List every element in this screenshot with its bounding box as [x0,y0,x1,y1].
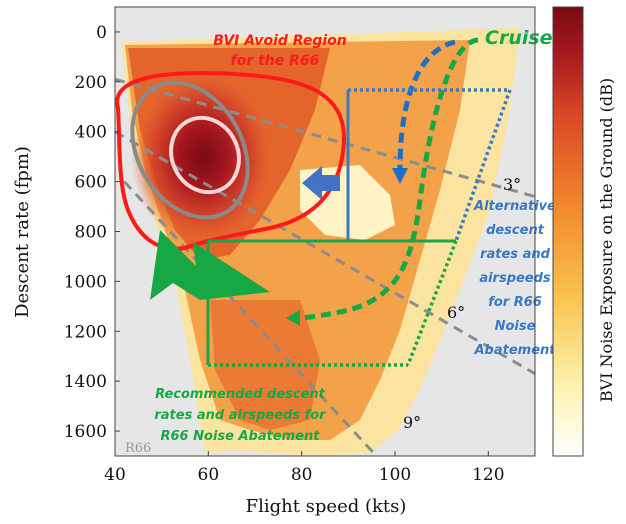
glide-label-3: 3° [503,175,521,194]
cruise-arrow-blue [392,168,408,184]
alternative-arrow [302,166,340,200]
x-tick-label: 120 [472,465,504,485]
glide-slope-line-1 [115,130,535,375]
recommended-arrow [150,230,270,300]
recommended-text: Recommended descent rates and airspeeds … [154,387,327,444]
recommended-text-line: R66 Noise Abatement [161,429,321,444]
x-tick-label: 40 [104,465,126,485]
avoid-ellipse-inner [169,115,241,195]
cruise-arrow-green [286,310,300,326]
x-axis: 40 60 80 100 120 [104,451,505,485]
watermark: R66 [125,441,151,456]
y-tick-label: 400 [75,123,107,143]
cruise-label: Cruise [485,27,553,49]
y-tick-label: 0 [96,23,107,43]
colorbar [552,6,584,457]
avoid-region-outline [115,71,347,251]
y-tick-label: 200 [75,73,107,93]
y-tick-label: 600 [75,173,107,193]
recommended-text-line: Recommended descent [155,387,326,402]
avoid-ellipse-outer [130,80,250,220]
alternative-text-line: airspeeds [479,271,551,286]
y-tick-label: 800 [75,223,107,243]
alternative-text: Alternative descent rates and airspeeds … [473,199,556,358]
y-tick-label: 1600 [64,422,107,442]
glide-slope-line-2 [123,180,378,456]
alternative-text-line: Alternative [473,199,556,214]
alternative-text-line: Noise [495,319,536,334]
avoid-region-subtitle: for the R66 [231,53,320,69]
recommended-text-line: rates and airspeeds for [154,408,327,423]
y-tick-label: 1200 [64,322,107,342]
glide-slope-line-0 [115,77,535,199]
y-tick-label: 1400 [64,372,107,392]
cruise-path-green [297,37,479,321]
y-tick-label: 1000 [64,272,107,292]
x-axis-label: Flight speed (kts) [246,496,407,517]
avoid-region-title: BVI Avoid Region [213,33,347,49]
alternative-text-line: rates and [480,247,551,262]
y-axis-label: Descent rate (fpm) [12,146,33,318]
recommended-box [150,230,458,367]
glide-slope-lines [115,77,535,456]
x-tick-label: 60 [198,465,220,485]
glide-label-6: 6° [447,303,465,322]
y-axis: 0 200 400 600 800 1000 1200 1400 1600 [64,23,120,442]
alternative-text-line: for R66 [488,295,542,310]
x-tick-label: 100 [379,465,411,485]
alternative-text-line: descent [486,223,545,238]
glide-label-9: 9° [403,413,421,432]
colorbar-label: BVI Noise Exposure on the Ground (dB) [597,78,616,402]
alternative-text-line: Abatement [473,343,556,358]
x-tick-label: 80 [291,465,313,485]
